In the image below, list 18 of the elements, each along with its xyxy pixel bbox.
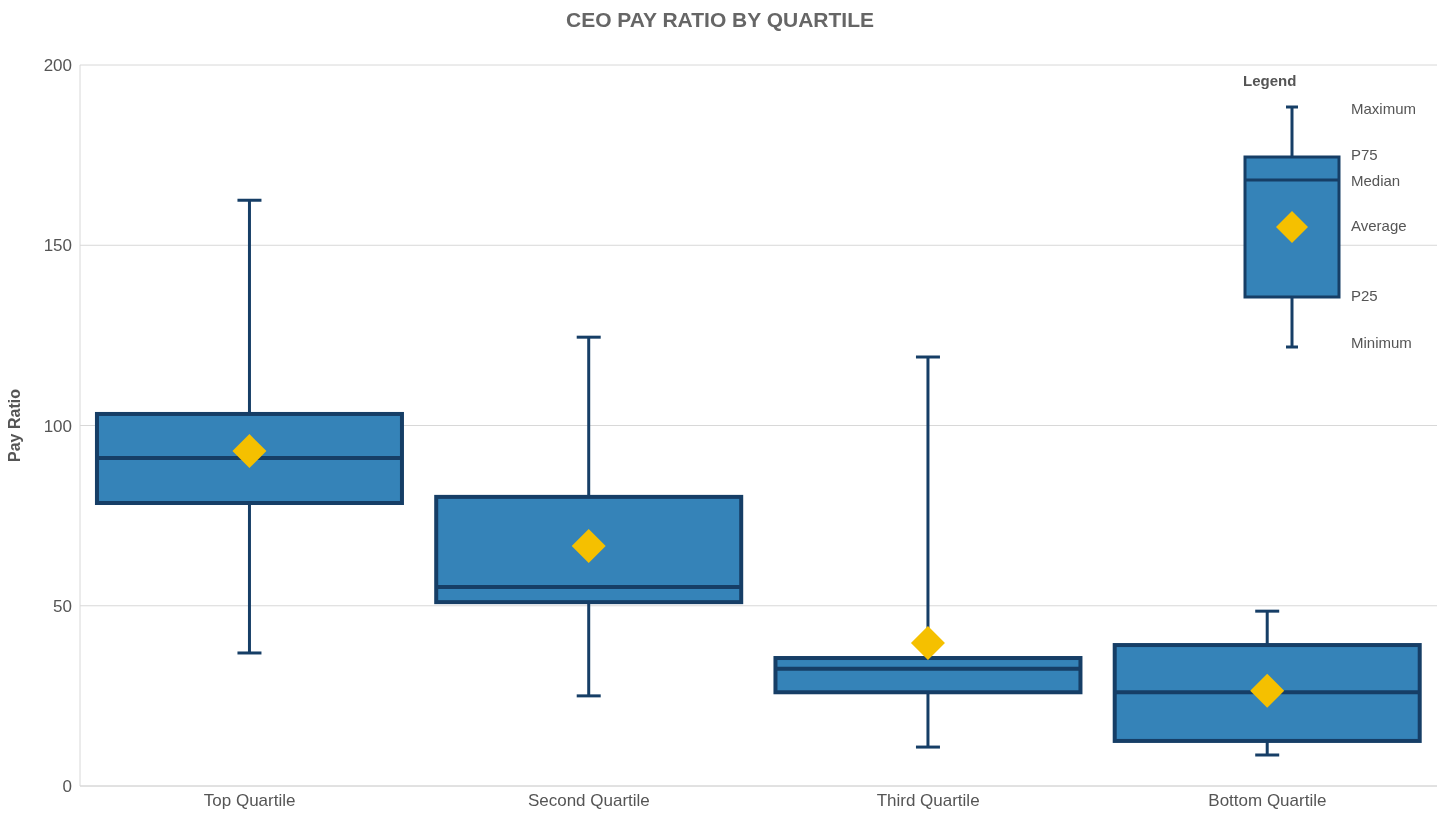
annotation: P75: [1351, 146, 1378, 163]
y-tick-label: 0: [62, 777, 72, 797]
annotation: P25: [1351, 287, 1378, 304]
annotation: Median: [1351, 172, 1401, 189]
annotation: Maximum: [1351, 100, 1417, 117]
y-tick-label: 150: [43, 236, 72, 256]
x-tick-label: Second Quartile: [527, 791, 650, 811]
legend-title: Legend: [1243, 72, 1297, 89]
annotation: Average: [1351, 217, 1407, 234]
y-tick-label: 50: [53, 596, 72, 616]
x-tick-label: Bottom Quartile: [1208, 791, 1327, 811]
y-tick-label: 100: [43, 416, 72, 436]
y-axis-title: Pay Ratio: [5, 388, 23, 462]
x-tick-label: Top Quartile: [203, 791, 296, 811]
annotation: Minimum: [1351, 334, 1412, 351]
chart-title: CEO PAY RATIO BY QUARTILE: [564, 8, 876, 32]
y-tick-label: 200: [43, 56, 72, 76]
x-tick-label: Third Quartile: [876, 791, 980, 811]
